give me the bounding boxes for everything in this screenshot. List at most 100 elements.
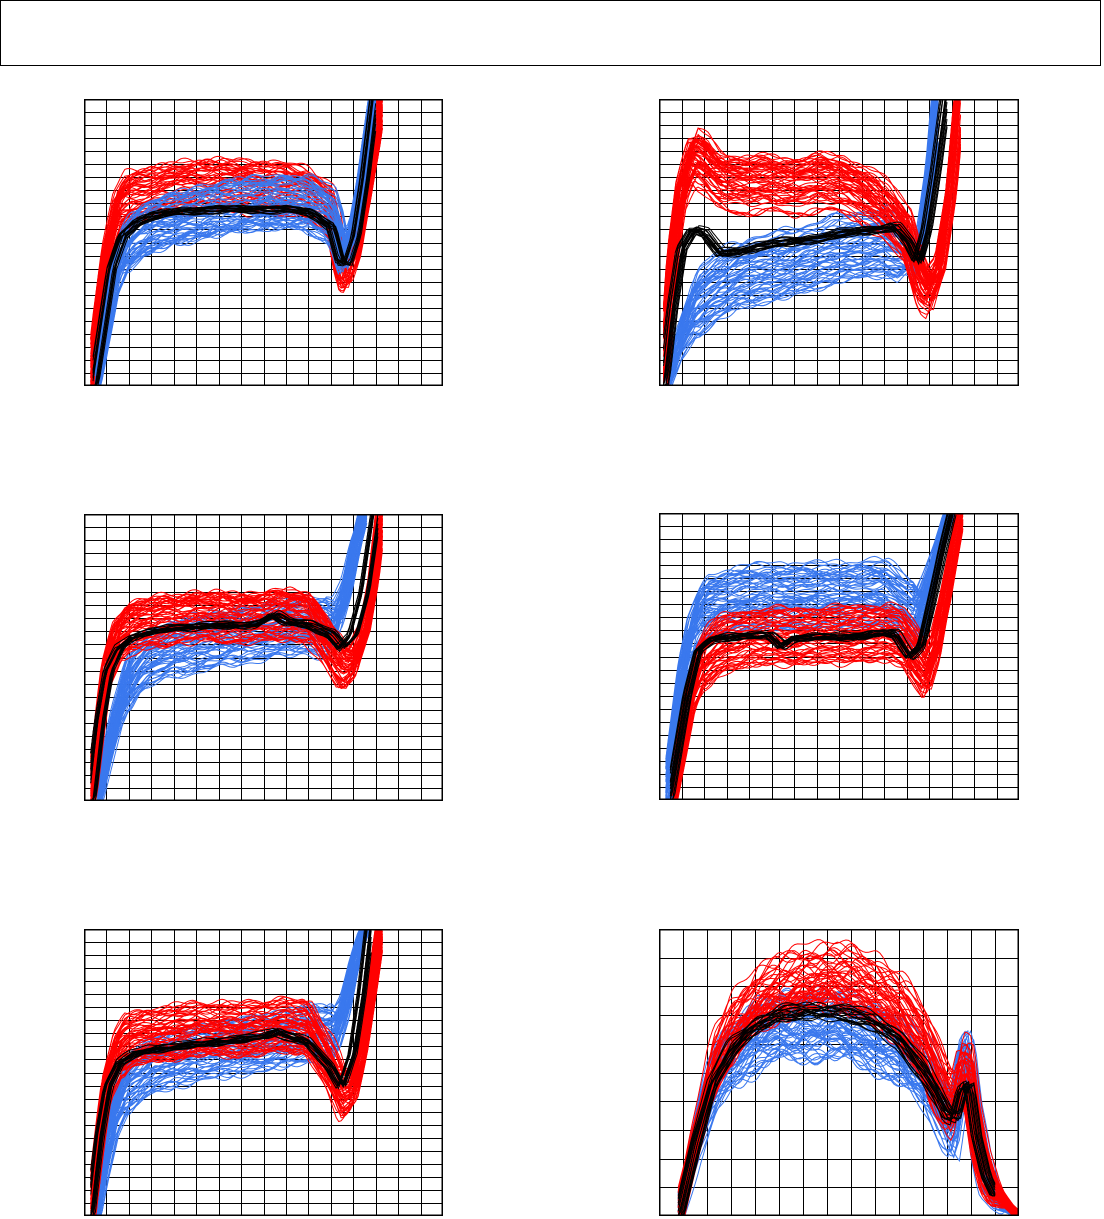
series-black — [669, 513, 957, 800]
series-line-blue — [94, 99, 373, 373]
series-line-red — [90, 514, 382, 801]
series-line-red — [677, 972, 1019, 1216]
series-line-black — [663, 108, 948, 386]
series-line-blue — [95, 929, 370, 1216]
series-line-blue — [95, 108, 377, 386]
series-line-blue — [665, 513, 945, 764]
series-line-blue — [665, 99, 933, 371]
grid — [84, 929, 443, 1216]
series-line-blue — [665, 99, 939, 386]
series-line-red — [663, 99, 960, 381]
series-line-blue — [665, 513, 954, 800]
series-line-red — [672, 513, 957, 777]
series-line-blue — [665, 513, 953, 800]
series-line-black — [663, 99, 942, 350]
series-line-blue — [665, 513, 950, 797]
series-line-black — [90, 514, 373, 763]
series-line-blue — [94, 99, 370, 355]
series-line-red — [90, 951, 383, 1216]
series-line-red — [677, 941, 1019, 1216]
series-line-black — [93, 117, 377, 386]
series-line-red — [90, 514, 381, 792]
series-line-blue — [665, 99, 936, 378]
series-line-blue — [94, 99, 374, 384]
plot-frame — [84, 514, 443, 801]
series-line-red — [672, 513, 959, 783]
series-line-blue — [95, 929, 372, 1216]
series-line-red — [90, 514, 378, 768]
series-line-blue — [665, 99, 939, 386]
series-line-blue — [665, 513, 946, 767]
series-line-red — [90, 929, 376, 1171]
series-line-blue — [665, 99, 935, 378]
chart-svg — [84, 99, 443, 386]
series-line-blue — [94, 929, 361, 1188]
series-line-red — [672, 513, 959, 784]
series-line-black — [90, 942, 372, 1216]
plot-frame — [659, 99, 1019, 386]
series-line-red — [90, 514, 383, 801]
series-line-red — [663, 150, 961, 386]
series-line-black — [669, 513, 951, 782]
series-line-red — [672, 513, 958, 782]
series-black — [663, 99, 948, 386]
grid — [659, 513, 1019, 800]
series-line-black — [90, 528, 379, 801]
series-line-red — [663, 99, 960, 386]
series-line-red — [90, 514, 382, 801]
plot-frame — [84, 929, 443, 1216]
series-line-red — [663, 99, 959, 370]
series-line-blue — [678, 1043, 1019, 1216]
chart-svg — [659, 513, 1019, 800]
chart-panel-6 — [659, 929, 1019, 1216]
series-line-black — [93, 119, 377, 386]
series-line-black — [90, 929, 368, 1195]
series-line-red — [663, 99, 961, 386]
plot-frame — [84, 99, 443, 386]
chart-panel-5 — [84, 929, 443, 1216]
chart-svg — [659, 929, 1019, 1216]
series-line-blue — [665, 99, 938, 386]
series-line-blue — [97, 514, 362, 790]
series-line-red — [90, 929, 377, 1178]
plot-frame — [659, 929, 1019, 1216]
series-black — [92, 99, 377, 386]
chart-svg — [659, 99, 1019, 386]
series-line-red — [677, 939, 1019, 1216]
series-line-black — [663, 99, 947, 386]
series-line-red — [677, 949, 1019, 1216]
header-box — [0, 0, 1101, 66]
series-line-red — [90, 100, 383, 386]
series-line-red — [90, 514, 376, 753]
series-line-red — [663, 99, 956, 329]
series-line-blue — [665, 513, 949, 790]
series-line-blue — [94, 99, 370, 361]
series-line-red — [663, 99, 958, 350]
series-line-red — [90, 929, 381, 1208]
series-line-red — [90, 943, 383, 1216]
series-line-black — [90, 943, 372, 1216]
series-line-red — [90, 106, 383, 386]
series-line-blue — [94, 99, 370, 361]
series-line-red — [663, 127, 961, 386]
series-line-red — [90, 929, 380, 1207]
series-line-red — [90, 514, 378, 770]
series-line-blue — [665, 99, 938, 386]
series-line-blue — [665, 99, 939, 386]
series-line-black — [678, 1005, 996, 1216]
series-line-red — [672, 513, 960, 791]
series-line-red — [90, 929, 379, 1192]
series-line-red — [90, 530, 383, 801]
series-line-red — [90, 929, 377, 1180]
series-line-red — [663, 99, 956, 328]
series-line-blue — [94, 126, 377, 386]
series-line-blue — [665, 513, 954, 800]
series-line-black — [678, 1012, 996, 1216]
series-black — [677, 1001, 996, 1216]
series-black — [90, 929, 372, 1216]
plot-frame — [659, 513, 1019, 800]
series-line-blue — [665, 513, 955, 800]
chart-panel-3 — [84, 514, 443, 801]
series-line-blue — [665, 513, 951, 800]
series-line-blue — [94, 103, 377, 386]
